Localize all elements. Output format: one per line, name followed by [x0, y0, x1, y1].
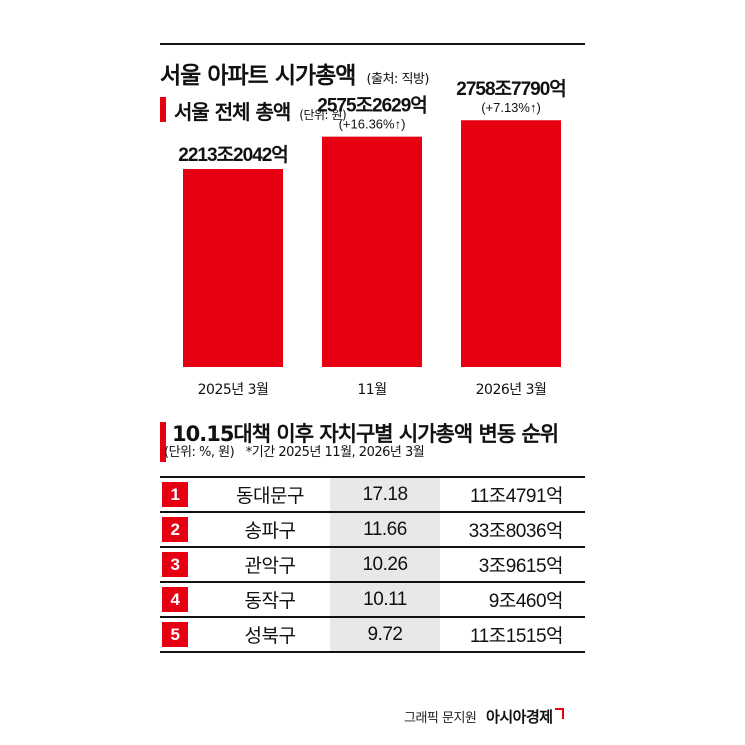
bar-1 [183, 169, 283, 367]
main-title-text: 서울 아파트 시가총액 [160, 63, 356, 89]
ranking-section-title: 10.15대책 이후 자치구별 시가총액 변동 순위 [172, 422, 559, 446]
district-name: 송파구 [210, 512, 330, 548]
x-tick-label: 2025년 3월 [198, 382, 269, 398]
chart-unit-note: (단위: 원) [299, 108, 347, 122]
change-rate: 11.66 [330, 512, 440, 548]
credit: 그래픽 문지원 아시아경제 [404, 706, 564, 727]
market-cap: 11조4791억 [440, 476, 585, 513]
district-name: 동작구 [210, 582, 330, 618]
bar-3 [461, 120, 561, 367]
change-rate: 10.11 [330, 582, 440, 618]
table-row: 5 성북구 9.72 11조1515억 [160, 617, 585, 653]
chart-section-title-text: 서울 전체 총액 [174, 100, 291, 124]
rank-badge: 5 [162, 622, 188, 647]
rank-badge: 1 [162, 482, 188, 507]
rank-badge: 4 [162, 587, 188, 612]
ranking-section-marker [160, 422, 166, 462]
market-cap: 11조1515억 [440, 617, 585, 653]
chart-section-marker [160, 97, 166, 122]
district-name: 동대문구 [210, 476, 330, 513]
bar-value-label: 2575조2629억 [317, 95, 427, 117]
market-cap: 9조460억 [440, 582, 585, 618]
chart-section-title: 서울 전체 총액 (단위: 원) [174, 96, 347, 125]
bar-change-label: (+16.36%↑) [339, 117, 406, 132]
source-note: (출처: 직방) [366, 72, 429, 87]
table-row: 4 동작구 10.11 9조460억 [160, 582, 585, 618]
rank-badge: 2 [162, 517, 188, 542]
bar-value-label: 2758조7790억 [456, 78, 566, 100]
change-rate: 17.18 [330, 476, 440, 513]
market-cap: 3조9615억 [440, 547, 585, 583]
table-row: 2 송파구 11.66 33조8036억 [160, 512, 585, 548]
top-rule [160, 43, 585, 45]
district-name: 관악구 [210, 547, 330, 583]
x-tick-label: 11월 [357, 382, 386, 398]
brand-logo-icon [554, 708, 564, 719]
table-row: 3 관악구 10.26 3조9615억 [160, 547, 585, 583]
ranking-period-note: *기간 2025년 11월, 2026년 3월 [245, 445, 425, 460]
x-tick-label: 2026년 3월 [476, 382, 547, 398]
table-row: 1 동대문구 17.18 11조4791억 [160, 476, 585, 513]
market-cap-bar-chart: 2213조2042억 2025년 3월 2575조2629억(+16.36%↑) 11… [178, 78, 567, 398]
bar-value-label: 2213조2042억 [178, 144, 288, 166]
credit-text: 그래픽 문지원 [404, 711, 477, 726]
brand-name: 아시아경제 [486, 708, 553, 726]
main-title: 서울 아파트 시가총액 (출처: 직방) [160, 56, 429, 90]
rank-badge: 3 [162, 552, 188, 577]
ranking-unit-note: (단위: %, 원) [164, 445, 235, 460]
change-rate: 9.72 [330, 617, 440, 653]
market-cap: 33조8036억 [440, 512, 585, 548]
change-rate: 10.26 [330, 547, 440, 583]
district-name: 성북구 [210, 617, 330, 653]
ranking-table: 1 동대문구 17.18 11조4791억 2 송파구 11.66 33조803… [160, 476, 585, 653]
ranking-notes: (단위: %, 원) *기간 2025년 11월, 2026년 3월 [164, 441, 425, 460]
bar-2 [322, 136, 422, 367]
bar-change-label: (+7.13%↑) [481, 100, 541, 115]
